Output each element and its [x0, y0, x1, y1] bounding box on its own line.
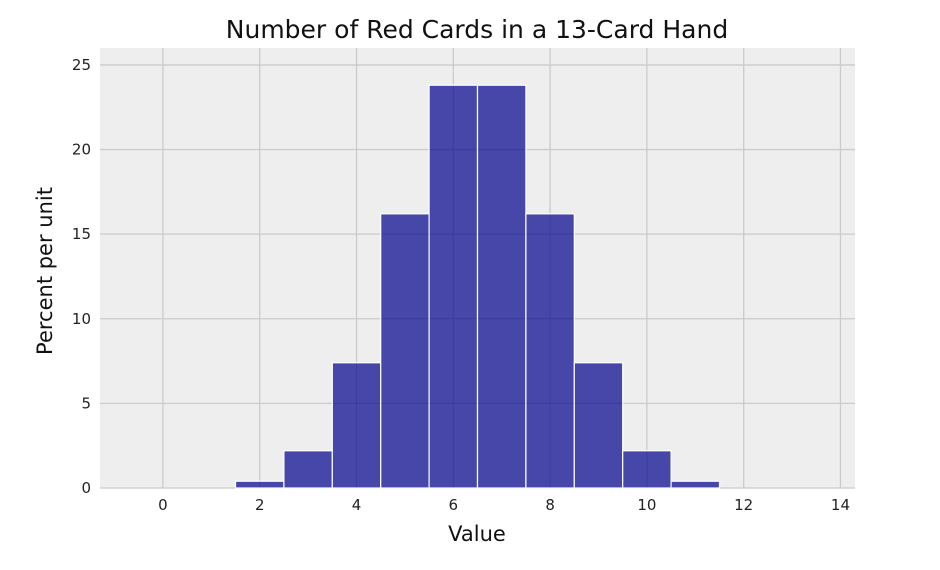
y-tick-label: 10 — [72, 310, 91, 328]
histogram-bar — [573, 362, 624, 489]
histogram-bar — [428, 84, 479, 489]
x-axis-title: Value — [448, 522, 506, 546]
histogram-bar — [234, 480, 285, 489]
histogram-bar — [525, 213, 575, 489]
x-tick-label: 2 — [255, 496, 265, 514]
x-tick-label: 14 — [831, 496, 850, 514]
y-tick-label: 5 — [81, 394, 91, 412]
y-tick-label: 15 — [72, 225, 91, 243]
x-tick-label: 4 — [352, 496, 362, 514]
y-tick-labels: 0 5 10 15 20 25 — [72, 56, 91, 497]
x-tick-label: 8 — [545, 496, 555, 514]
y-axis-title: Percent per unit — [33, 187, 57, 355]
y-tick-label: 25 — [72, 56, 91, 74]
x-tick-labels: 0 2 4 6 8 10 12 14 — [158, 496, 850, 514]
y-tick-label: 0 — [81, 479, 91, 497]
x-tick-label: 0 — [158, 496, 168, 514]
histogram-bar — [380, 213, 430, 489]
histogram-bar — [331, 362, 382, 489]
x-tick-label: 12 — [734, 496, 753, 514]
y-tick-label: 20 — [72, 141, 91, 159]
histogram-bar — [670, 480, 721, 489]
bars — [234, 84, 721, 489]
histogram-bar — [622, 450, 672, 489]
x-tick-label: 10 — [637, 496, 656, 514]
histogram-bar — [476, 84, 527, 489]
histogram-bar — [283, 450, 333, 489]
x-tick-label: 6 — [449, 496, 459, 514]
chart-title: Number of Red Cards in a 13-Card Hand — [226, 15, 728, 44]
